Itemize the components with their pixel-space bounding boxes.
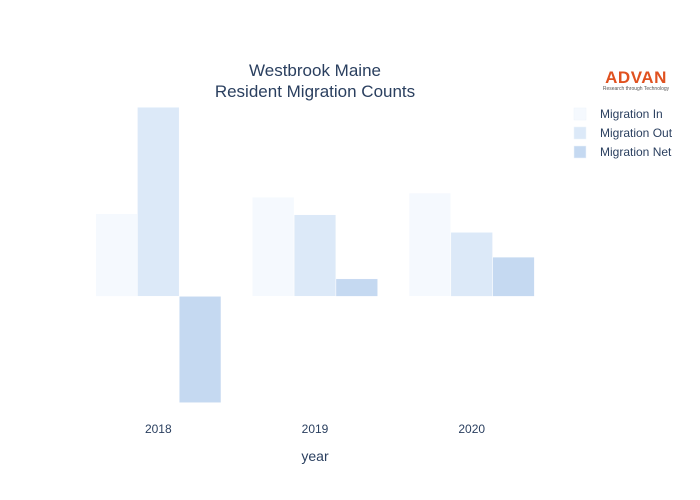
legend-swatch-migration-in[interactable] (573, 107, 587, 121)
legend-label-migration-net[interactable]: Migration Net (600, 145, 672, 159)
bar-migration-net-2020 (492, 256, 535, 297)
legend-swatch-migration-net[interactable] (573, 145, 587, 159)
x-tick-label: 2019 (302, 422, 329, 436)
logo-tagline: Research through Technology (603, 86, 670, 92)
chart-title-line2: Resident Migration Counts (215, 82, 415, 101)
x-tick-label: 2018 (145, 422, 172, 436)
bar-migration-in-2018 (95, 213, 138, 297)
x-axis-title: year (301, 448, 329, 464)
advan-logo: ADVAN Research through Technology (603, 68, 670, 92)
bar-migration-in-2019 (252, 196, 295, 297)
bar-migration-net-2018 (178, 296, 222, 403)
legend-label-migration-out[interactable]: Migration Out (600, 126, 673, 140)
legend: Migration In Migration Out Migration Net (573, 107, 673, 159)
bar-migration-net-2019 (335, 278, 378, 297)
x-tick-labels: 2018 2019 2020 (145, 422, 485, 436)
bar-migration-out-2018 (137, 106, 180, 297)
bars-layer (95, 106, 535, 403)
chart-title-line1: Westbrook Maine (249, 61, 381, 80)
legend-swatch-migration-out[interactable] (573, 126, 587, 140)
bar-migration-out-2019 (293, 214, 337, 297)
logo-text: ADVAN (605, 68, 667, 87)
legend-label-migration-in[interactable]: Migration In (600, 107, 663, 121)
bar-migration-in-2020 (408, 192, 452, 297)
x-tick-label: 2020 (458, 422, 485, 436)
bar-migration-out-2020 (450, 232, 493, 297)
